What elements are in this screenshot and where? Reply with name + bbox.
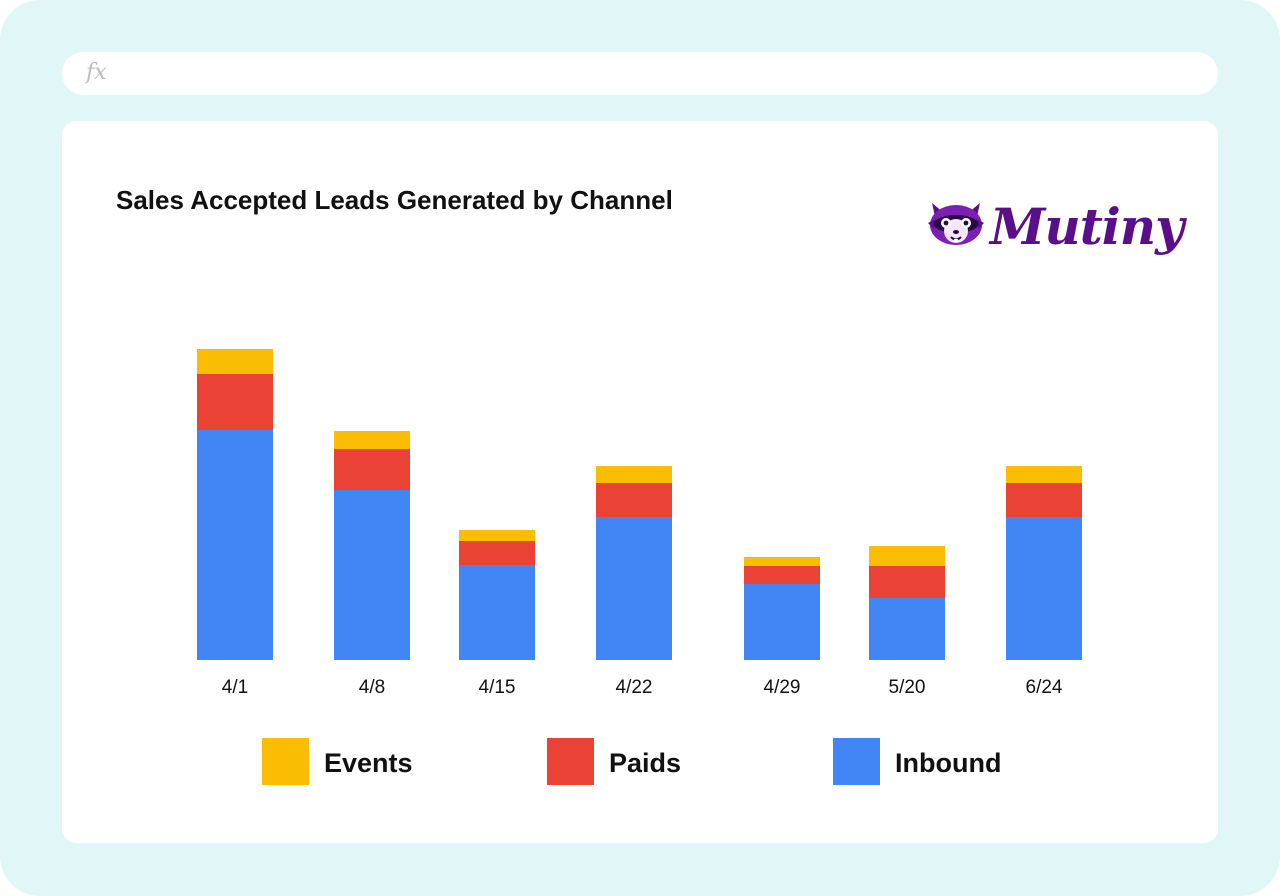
stacked-bar-chart: 4/1 4/8 4/15 4/22 4/29 5/20 6/24 Events Paids Inb… [197, 349, 1082, 785]
bar-events-4-15 [459, 530, 535, 541]
bar-inbound-4-22 [596, 517, 672, 660]
bar-paids-4-29 [744, 566, 820, 584]
bar-inbound-5-20 [869, 598, 945, 660]
bar-events-4-1 [197, 349, 273, 374]
bar-events-5-20 [869, 546, 945, 566]
bar-paids-6-24 [1006, 483, 1082, 517]
x-tick-label: 6/24 [1026, 677, 1063, 698]
bar-events-4-22 [596, 466, 672, 483]
x-tick-label: 4/1 [222, 677, 248, 698]
legend-item-paids: Paids [547, 738, 681, 785]
x-tick-label: 4/22 [616, 677, 653, 698]
legend-label-events: Events [324, 748, 413, 778]
bar-events-6-24 [1006, 466, 1082, 483]
bar-inbound-4-8 [334, 490, 410, 660]
legend-item-events: Events [262, 738, 413, 785]
legend-label-paids: Paids [609, 748, 681, 778]
bar-events-4-29 [744, 557, 820, 566]
bar-inbound-4-15 [459, 565, 535, 660]
x-tick-label: 4/15 [479, 677, 516, 698]
legend-label-inbound: Inbound [895, 748, 1001, 778]
bar-paids-4-15 [459, 541, 535, 565]
formula-bar[interactable]: fx [62, 52, 1218, 95]
legend-item-inbound: Inbound [833, 738, 1001, 785]
raccoon-icon [928, 203, 984, 245]
bar-paids-4-1 [197, 374, 273, 430]
chart-title: Sales Accepted Leads Generated by Channe… [116, 185, 673, 215]
bar-inbound-4-1 [197, 430, 273, 660]
bar-inbound-6-24 [1006, 517, 1082, 660]
bar-paids-4-22 [596, 483, 672, 517]
chart-card: Sales Accepted Leads Generated by Channe… [62, 121, 1218, 843]
mutiny-logo: Mutiny [924, 197, 1184, 269]
brand-wordmark: Mutiny [990, 197, 1184, 256]
x-tick-label: 4/8 [359, 677, 385, 698]
bar-paids-5-20 [869, 566, 945, 598]
fx-icon: fx [86, 60, 107, 85]
legend-swatch-inbound [833, 738, 880, 785]
bar-events-4-8 [334, 431, 410, 449]
bar-inbound-4-29 [744, 584, 820, 660]
legend-swatch-events [262, 738, 309, 785]
x-tick-label: 5/20 [889, 677, 926, 698]
legend-swatch-paids [547, 738, 594, 785]
x-tick-label: 4/29 [764, 677, 801, 698]
bar-paids-4-8 [334, 449, 410, 490]
